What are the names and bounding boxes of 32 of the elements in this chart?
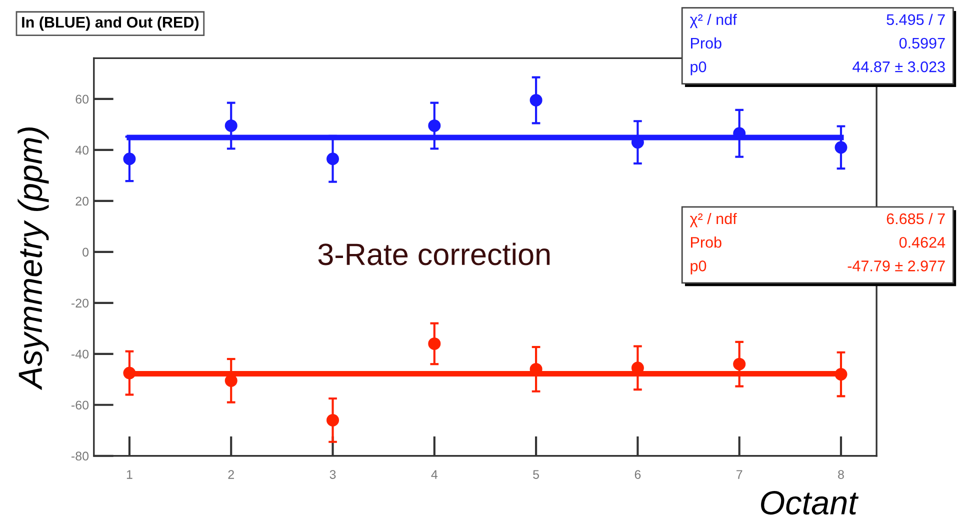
- y-tick-label: 0: [82, 248, 89, 257]
- annotation: 3-Rate correction: [318, 242, 550, 266]
- y-tick-label: -80: [72, 452, 89, 461]
- annotation: p0: [690, 61, 706, 76]
- text: 6.685 / 7: [886, 212, 945, 224]
- text: Prob: [691, 37, 722, 49]
- y-axis-title: Asymmetry (ppm): [18, 128, 49, 390]
- x-axis-title: Octant: [761, 491, 859, 515]
- y-tick-label: -60: [72, 400, 89, 410]
- text: 0.4624: [899, 236, 946, 248]
- x-tick-label: 8: [838, 470, 844, 479]
- y-tick-label: -20: [72, 298, 89, 308]
- chart-title: In (BLUE) and Out (RED): [22, 16, 199, 31]
- x-tick-label: 7: [736, 470, 742, 479]
- y-tick-label: -40: [72, 350, 89, 359]
- x-tick-label: 2: [228, 470, 234, 479]
- x-tick-label: 3: [330, 470, 336, 479]
- y-tick-label: 20: [76, 196, 89, 206]
- annotation: p0: [690, 260, 706, 274]
- y-tick-label: 40: [75, 146, 89, 155]
- text: 0.5997: [899, 38, 945, 49]
- x-tick-label: 4: [431, 470, 438, 479]
- annotation: Prob: [691, 236, 722, 248]
- text: 5.495 / 7: [886, 14, 945, 26]
- annotation: χ² / ndf: [690, 212, 737, 228]
- x-tick-label: 5: [533, 470, 540, 479]
- x-tick-label: 6: [634, 470, 641, 479]
- annotation: 44.87 ± 3.023: [852, 61, 945, 72]
- y-tick-label: 60: [76, 94, 89, 104]
- x-tick-label: 1: [126, 470, 132, 479]
- text: χ² / ndf: [690, 14, 737, 28]
- annotation: -47.79 ± 2.977: [848, 260, 945, 272]
